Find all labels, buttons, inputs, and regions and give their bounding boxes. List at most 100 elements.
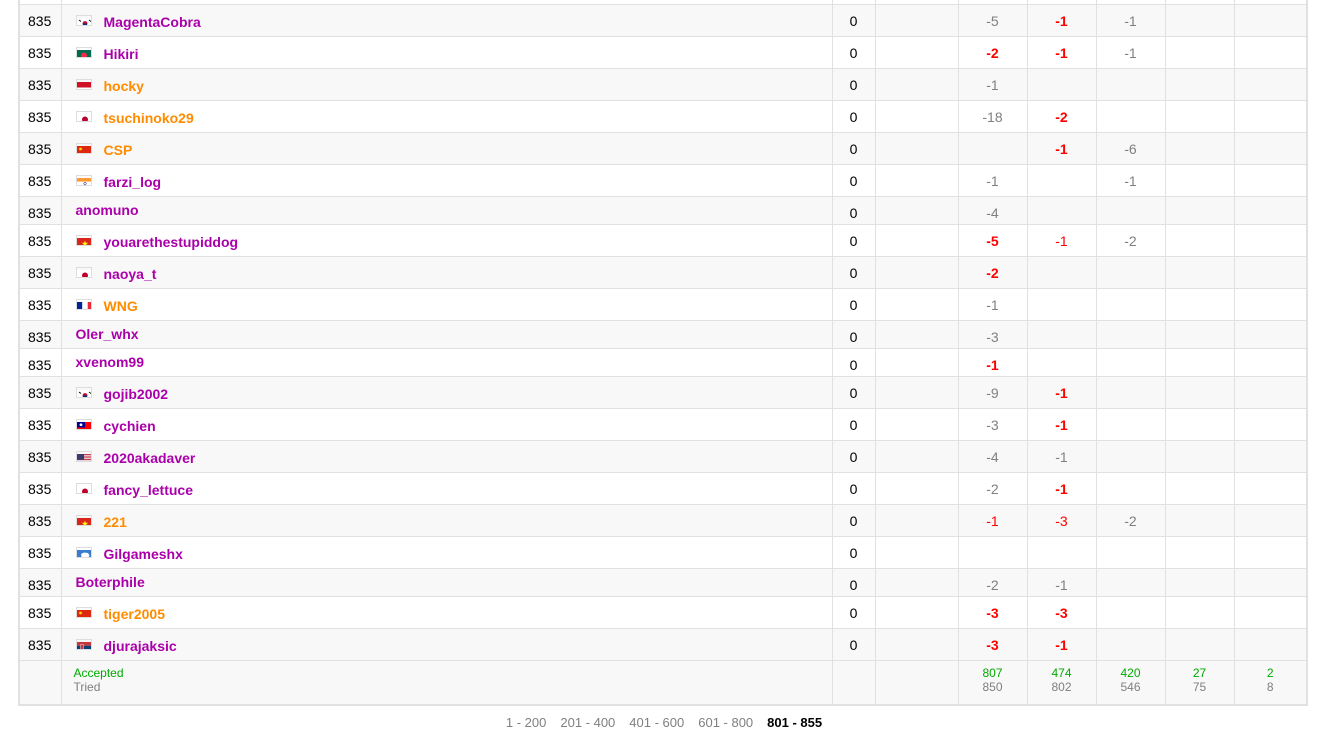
problem-result-cell[interactable]: -3: [958, 408, 1028, 441]
problem-result-cell: [875, 4, 959, 37]
participant-link[interactable]: youarethestupiddog: [103, 234, 239, 250]
problem-result-cell[interactable]: -3: [958, 320, 1028, 349]
participant-link[interactable]: gojib2002: [103, 386, 169, 402]
problem-result-cell[interactable]: -1: [1027, 4, 1097, 37]
problem-result-cell[interactable]: -2: [1096, 504, 1166, 537]
problem-result-cell: [1096, 568, 1166, 597]
page-link[interactable]: 801 - 855: [767, 715, 823, 730]
page-link[interactable]: 601 - 800: [698, 715, 754, 730]
problem-result-cell[interactable]: -2: [1027, 100, 1097, 133]
problem-result-cell: [1096, 320, 1166, 349]
problem-result-cell: [875, 196, 959, 225]
participant-link[interactable]: fancy_lettuce: [103, 482, 193, 498]
participant-link[interactable]: Hikiri: [103, 46, 139, 62]
problem-result-cell[interactable]: -1: [1027, 568, 1097, 597]
problem-result-cell: [1165, 224, 1235, 257]
problem-result-cell: [1234, 536, 1308, 569]
page-link[interactable]: 1 - 200: [505, 715, 547, 730]
participant-link[interactable]: MagentaCobra: [103, 14, 201, 30]
points-cell: 0: [832, 596, 876, 629]
flag-china-icon: [75, 142, 92, 154]
problem-result-cell[interactable]: -1: [958, 68, 1028, 101]
problem-result-cell[interactable]: -1: [1027, 376, 1097, 409]
problem-result-cell[interactable]: -1: [1096, 4, 1166, 37]
rank-cell: 835: [19, 472, 62, 505]
problem-result-cell[interactable]: -1: [958, 348, 1028, 377]
problem-result-cell[interactable]: -18: [958, 100, 1028, 133]
problem-result-cell[interactable]: -3: [958, 596, 1028, 629]
problem-result-cell[interactable]: -5: [958, 4, 1028, 37]
problem-result-cell[interactable]: -2: [958, 256, 1028, 289]
rank-cell: 835: [19, 320, 62, 349]
participant-link[interactable]: tiger2005: [103, 606, 165, 622]
problem-result-cell[interactable]: -1: [1027, 440, 1097, 473]
problem-result-cell[interactable]: -1: [1027, 36, 1097, 69]
problem-result-cell: [1234, 4, 1308, 37]
problem-result-cell[interactable]: -2: [958, 568, 1028, 597]
problem-result-cell[interactable]: -1: [1096, 164, 1166, 197]
problem-result-cell[interactable]: -4: [958, 196, 1028, 225]
problem-result-cell[interactable]: -1: [1027, 408, 1097, 441]
participant-link[interactable]: anomuno: [75, 202, 139, 218]
table-row: 835 cychien 0 -3 -1: [19, 408, 1308, 441]
participant-cell: xvenom99: [61, 348, 833, 377]
participant-link[interactable]: farzi_log: [103, 174, 162, 190]
problem-result-cell[interactable]: -1: [1027, 224, 1097, 257]
problem-result-cell[interactable]: -1: [958, 288, 1028, 321]
problem-result-cell[interactable]: -1: [1096, 36, 1166, 69]
page-link[interactable]: 201 - 400: [560, 715, 616, 730]
participant-link[interactable]: hocky: [103, 78, 144, 94]
problem-result-cell: [875, 100, 959, 133]
problem-result-cell[interactable]: -2: [1096, 224, 1166, 257]
points-cell: 0: [832, 36, 876, 69]
rejected-attempts: -2: [986, 44, 999, 61]
participant-link[interactable]: CSP: [103, 142, 133, 158]
participant-cell: Hikiri: [61, 36, 833, 69]
problem-result-cell[interactable]: -2: [958, 472, 1028, 505]
participant-link[interactable]: xvenom99: [75, 354, 144, 370]
problem-result-cell[interactable]: -4: [958, 440, 1028, 473]
problem-result-cell[interactable]: -2: [958, 36, 1028, 69]
problem-result-cell[interactable]: -3: [1027, 504, 1097, 537]
problem-result-cell[interactable]: -3: [958, 628, 1028, 661]
problem-result-cell[interactable]: -1: [958, 164, 1028, 197]
table-row: 835 CSP 0 -1 -6: [19, 132, 1308, 165]
participant-link[interactable]: Gilgameshx: [103, 546, 183, 562]
problem-result-cell[interactable]: -6: [1096, 132, 1166, 165]
problem-result-cell[interactable]: -3: [1027, 596, 1097, 629]
participant-cell: hocky: [61, 68, 833, 101]
standings-table: 835 MagentaCobra 0 -5 -1 -1 835 Hikiri 0 -2 -1 -1 83…: [18, 0, 1308, 706]
rank-cell: 835: [19, 348, 62, 377]
problem-result-cell: [1234, 164, 1308, 197]
participant-link[interactable]: tsuchinoko29: [103, 110, 194, 126]
participant-link[interactable]: 221: [103, 514, 127, 530]
problem-result-cell[interactable]: -1: [1027, 132, 1097, 165]
page-link[interactable]: 401 - 600: [629, 715, 685, 730]
problem-result-cell: [1165, 472, 1235, 505]
problem-result-cell: [1234, 68, 1308, 101]
problem-result-cell[interactable]: -1: [1027, 628, 1097, 661]
table-row: 835 Oler_whx 0 -3: [19, 320, 1308, 349]
participant-link[interactable]: 2020akadaver: [103, 450, 196, 466]
problem-result-cell[interactable]: -1: [1027, 472, 1097, 505]
participant-link[interactable]: Oler_whx: [75, 326, 139, 342]
problem-result-cell[interactable]: -9: [958, 376, 1028, 409]
problem-result-cell[interactable]: -1: [958, 504, 1028, 537]
participant-cell: youarethestupiddog: [61, 224, 833, 257]
participant-link[interactable]: Boterphile: [75, 574, 145, 590]
problem-result-cell[interactable]: -5: [958, 224, 1028, 257]
participant-link[interactable]: djurajaksic: [103, 638, 177, 654]
problem-result-cell: [875, 504, 959, 537]
problem-result-cell: [1234, 320, 1308, 349]
problem-result-cell: [1234, 504, 1308, 537]
problem-result-cell: [1165, 504, 1235, 537]
participant-link[interactable]: WNG: [103, 298, 138, 314]
summary-empty-cell: [875, 660, 959, 705]
participant-link[interactable]: naoya_t: [103, 266, 157, 282]
rank-cell: 835: [19, 596, 62, 629]
rejected-attempts: -2: [986, 264, 999, 281]
participant-link[interactable]: cychien: [103, 418, 156, 434]
points-cell: 0: [832, 132, 876, 165]
summary-label-cell: Accepted Tried: [61, 660, 833, 705]
rejected-attempts: -5: [986, 12, 999, 29]
